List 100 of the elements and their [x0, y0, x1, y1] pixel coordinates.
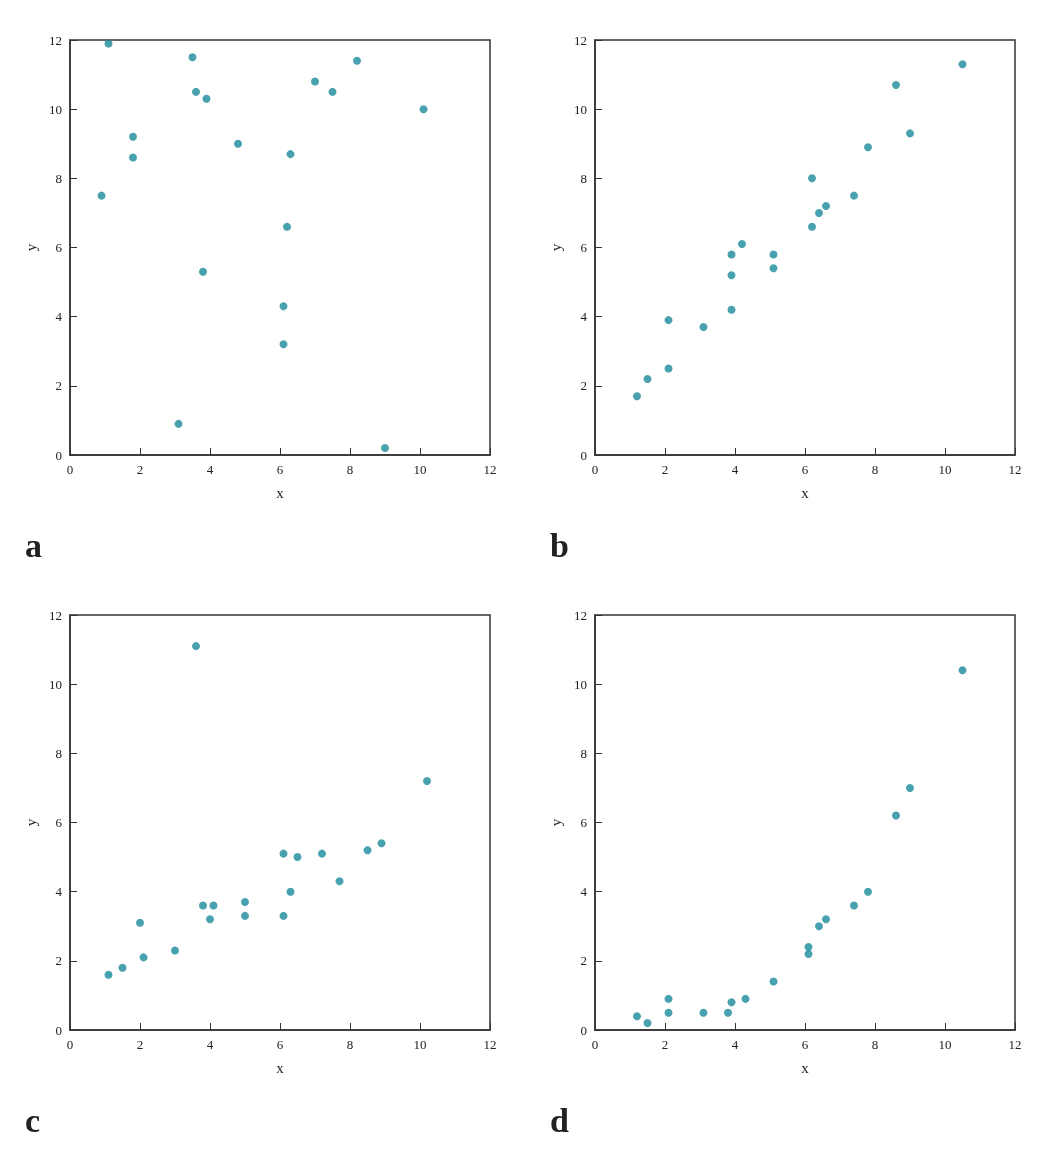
y-tick-label: 2	[580, 378, 587, 394]
x-tick-label: 6	[276, 462, 284, 477]
x-tick-label: 10	[413, 1037, 427, 1052]
point	[727, 271, 736, 280]
y-tick-label: 4	[55, 884, 63, 900]
point	[318, 849, 326, 858]
x-tick-label: 8	[346, 1037, 354, 1052]
point	[192, 642, 200, 651]
y-tick-label: 12	[49, 32, 62, 48]
x-tick-label: 8	[346, 462, 354, 477]
point	[199, 901, 207, 910]
point	[136, 918, 144, 927]
x-tick-label: 2	[661, 462, 669, 477]
point	[311, 77, 319, 86]
y-tick-label: 2	[580, 953, 587, 969]
point	[664, 316, 673, 325]
y-axis-title: y	[22, 818, 39, 827]
point	[118, 963, 127, 972]
point	[906, 129, 914, 138]
y-tick-label: 12	[49, 607, 62, 623]
y-tick-label: 4	[580, 309, 588, 325]
x-axis-title: x	[276, 1059, 285, 1076]
point	[363, 846, 372, 855]
y-tick-label: 2	[55, 378, 62, 394]
y-axis-title: y	[22, 243, 39, 252]
point	[279, 302, 288, 311]
point	[97, 191, 106, 200]
point	[241, 911, 249, 920]
point	[381, 444, 389, 453]
y-axis-title: y	[547, 243, 564, 252]
point	[804, 943, 813, 951]
point	[353, 56, 361, 65]
point	[906, 783, 914, 792]
point	[328, 87, 337, 96]
x-tick-label: 0	[591, 1037, 599, 1052]
point	[202, 94, 211, 103]
y-tick-label: 6	[55, 815, 63, 830]
point	[633, 392, 641, 401]
x-tick-label: 4	[731, 462, 739, 477]
x-tick-label: 10	[413, 462, 427, 477]
point	[815, 922, 823, 931]
y-tick-label: 10	[574, 676, 587, 692]
x-tick-label: 4	[731, 1037, 739, 1052]
point	[188, 53, 197, 62]
text: a	[25, 526, 42, 564]
y-tick-label: 6	[55, 240, 63, 255]
point	[633, 1012, 641, 1021]
x-tick-label: 10	[938, 462, 952, 477]
y-tick-label: 6	[580, 240, 588, 255]
point	[727, 998, 736, 1007]
y-tick-label: 8	[580, 745, 587, 761]
point	[209, 901, 218, 910]
point	[864, 887, 872, 896]
x-tick-label: 2	[136, 1037, 144, 1052]
y-tick-label: 0	[580, 1022, 587, 1038]
point	[699, 1008, 708, 1017]
x-tick-label: 12	[483, 1037, 497, 1052]
text: c	[25, 1101, 41, 1139]
point	[769, 264, 778, 273]
y-tick-label: 8	[55, 170, 62, 186]
x-tick-label: 0	[66, 462, 74, 477]
x-tick-label: 6	[276, 1037, 284, 1052]
point	[104, 970, 113, 979]
point	[727, 250, 736, 259]
point	[664, 1008, 673, 1017]
point	[129, 153, 137, 162]
text: d	[550, 1101, 569, 1139]
x-tick-label: 12	[1008, 462, 1022, 477]
point	[174, 419, 183, 428]
point	[423, 777, 431, 785]
x-tick-label: 2	[661, 1037, 669, 1052]
x-tick-label: 0	[66, 1037, 74, 1052]
y-tick-label: 0	[55, 447, 62, 463]
point	[664, 994, 673, 1003]
point	[129, 132, 137, 141]
point	[808, 174, 816, 183]
x-tick-label: 8	[871, 1037, 879, 1052]
point	[958, 666, 967, 675]
point	[699, 323, 708, 332]
y-tick-label: 2	[55, 953, 62, 969]
x-axis-title: x	[276, 484, 285, 501]
point	[822, 202, 830, 210]
point	[419, 105, 428, 114]
point	[192, 87, 200, 96]
point	[279, 849, 288, 858]
x-tick-label: 12	[1008, 1037, 1022, 1052]
x-tick-label: 6	[801, 462, 809, 477]
point	[741, 994, 750, 1003]
point	[769, 250, 778, 259]
point	[892, 80, 900, 89]
point	[377, 839, 386, 848]
point	[892, 811, 900, 820]
point	[199, 267, 207, 276]
point	[850, 901, 858, 910]
y-tick-label: 10	[49, 101, 62, 117]
point	[139, 953, 148, 962]
y-tick-label: 10	[49, 676, 62, 692]
point	[293, 853, 302, 862]
point	[815, 208, 823, 217]
point	[850, 191, 858, 200]
